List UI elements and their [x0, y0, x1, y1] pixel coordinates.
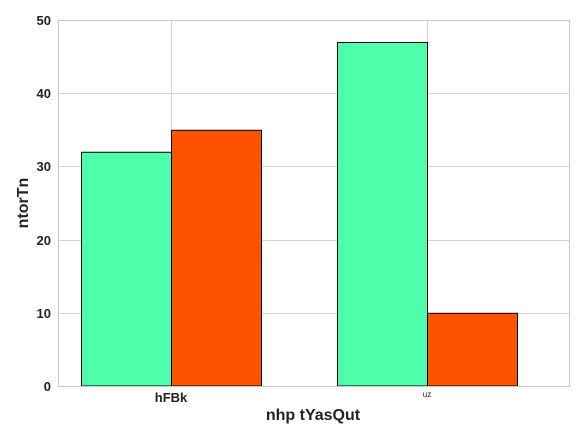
- bar-series-2-hFBk: [171, 129, 262, 387]
- y-axis-label: ntorTn: [15, 178, 32, 229]
- x-tick-labels: hFBk uz: [155, 390, 431, 405]
- y-tick-label: 40: [37, 86, 51, 101]
- x-tick-label: hFBk: [155, 390, 188, 405]
- y-tick-label: 0: [44, 379, 51, 394]
- y-tick-label: 30: [37, 159, 51, 174]
- x-axis-label: nhp tYasQut: [266, 407, 361, 424]
- bars: [81, 41, 518, 387]
- plot-frame: [58, 20, 570, 387]
- y-tick-label: 20: [37, 233, 51, 248]
- y-tick-labels: 0 10 20 30 40 50: [37, 13, 51, 394]
- x-tick-label: uz: [423, 390, 431, 399]
- bar-series-1-uz: [337, 41, 428, 387]
- y-tick-label: 50: [37, 13, 51, 28]
- bar-series-2-uz: [427, 312, 518, 387]
- bar-series-1-hFBk: [81, 151, 172, 387]
- y-tick-label: 10: [37, 306, 51, 321]
